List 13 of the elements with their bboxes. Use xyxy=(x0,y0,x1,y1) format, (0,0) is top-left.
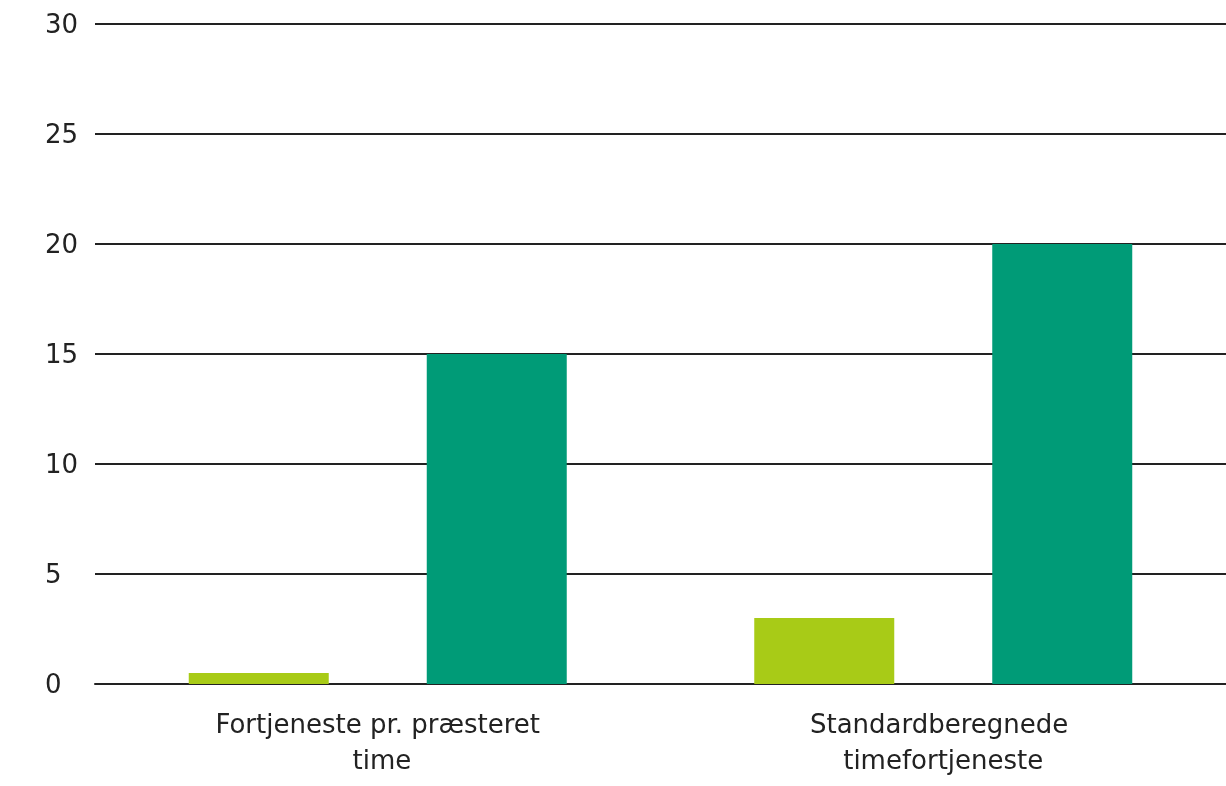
y-tick-label: 20 xyxy=(45,229,79,259)
y-tick-label: 30 xyxy=(45,9,79,39)
y-tick-label: 25 xyxy=(45,119,79,149)
y-tick-label: 5 xyxy=(45,559,62,589)
bar xyxy=(992,244,1133,684)
x-tick-label: Standardberegnede timefortjeneste xyxy=(809,709,1077,775)
bar xyxy=(426,354,567,684)
x-tick-label: Fortjeneste pr. præsteret time xyxy=(215,709,541,775)
y-tick-label: 0 xyxy=(45,669,62,699)
bar xyxy=(754,618,895,684)
y-tick-label: 10 xyxy=(45,449,79,479)
y-tick-label: 15 xyxy=(45,339,79,369)
bar xyxy=(188,673,329,684)
